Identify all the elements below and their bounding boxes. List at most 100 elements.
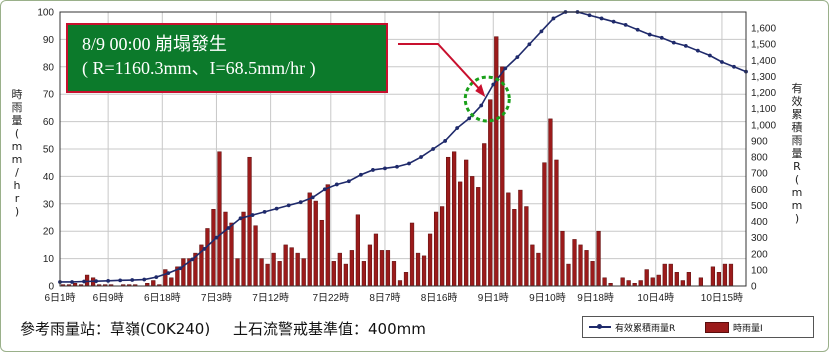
rain-bar bbox=[668, 263, 673, 287]
axis-title-char: m bbox=[792, 186, 803, 199]
cumulative-point bbox=[190, 257, 195, 262]
cumulative-point bbox=[611, 19, 616, 24]
axis-title-char: 累 bbox=[792, 108, 803, 121]
cumulative-point bbox=[491, 82, 496, 87]
y2-tick-label: 0 bbox=[751, 282, 757, 293]
axis-title-char: R bbox=[793, 160, 801, 173]
rain-bar bbox=[728, 263, 734, 287]
y2-axis-title: 有效累積雨量R(mm) bbox=[792, 81, 803, 225]
y-tick-label: 0 bbox=[48, 282, 54, 293]
collapse-arrow bbox=[398, 43, 482, 92]
cumulative-point bbox=[551, 16, 556, 21]
y-tick-label: 10 bbox=[43, 254, 55, 265]
legend-label-cumulative: 有效累積雨量R bbox=[615, 324, 676, 334]
y2-tick-label: 1,500 bbox=[751, 40, 776, 51]
axis-title-char: 時 bbox=[12, 88, 23, 101]
rain-bar bbox=[500, 66, 505, 287]
rain-bar bbox=[421, 255, 427, 287]
rain-bar bbox=[662, 263, 667, 287]
cumulative-point bbox=[106, 278, 111, 283]
rain-bar bbox=[698, 277, 703, 287]
x-tick-label: 9日1時 bbox=[478, 292, 509, 304]
rain-bar bbox=[247, 156, 252, 287]
rain-bar bbox=[452, 151, 457, 287]
rain-bar bbox=[361, 261, 367, 287]
rain-bar bbox=[271, 252, 276, 287]
rain-bar bbox=[524, 206, 529, 287]
y2-tick-label: 1,100 bbox=[751, 104, 776, 115]
y2-tick-label: 1,200 bbox=[751, 88, 776, 99]
x-tick-label: 10日15時 bbox=[701, 292, 743, 304]
rain-bar bbox=[229, 222, 234, 287]
cumulative-point bbox=[623, 22, 628, 27]
rain-bar bbox=[217, 151, 222, 287]
rain-bar bbox=[169, 277, 174, 287]
axis-title-char: 雨 bbox=[12, 101, 23, 114]
x-tick-label: 6日1時 bbox=[44, 292, 75, 304]
rain-bar bbox=[403, 272, 409, 287]
x-axis-ticks: 6日1時 6日9時 6日18時 7日3時 7日12時 7日22時 8日7時 8日16時 9日1時… bbox=[44, 292, 743, 304]
rain-bar bbox=[283, 244, 288, 287]
plot-border bbox=[59, 11, 747, 287]
y-axis-title: 時雨量(mm/hr) bbox=[12, 88, 23, 218]
cumulative-point bbox=[515, 55, 520, 60]
y2-tick-label: 300 bbox=[751, 233, 768, 244]
rain-bar bbox=[680, 280, 685, 287]
collapse-arrowhead bbox=[475, 84, 486, 98]
cumulative-point bbox=[322, 187, 327, 192]
rain-bar bbox=[181, 258, 186, 287]
threshold-note: 土石流警戒基準值：400mm bbox=[232, 320, 426, 338]
x-tick-label: 9日18時 bbox=[577, 292, 614, 304]
rain-bar bbox=[331, 261, 336, 287]
y2-tick-label: 700 bbox=[751, 169, 768, 180]
footer-notes: 參考雨量站：草嶺(C0K240) 土石流警戒基準值：400mm bbox=[20, 318, 444, 339]
y2-tick-label: 600 bbox=[751, 185, 768, 196]
rain-bar bbox=[433, 211, 439, 287]
x-tick-label: 6日9時 bbox=[93, 292, 124, 304]
cumulative-point bbox=[443, 139, 448, 143]
rain-bar bbox=[536, 252, 541, 287]
y-tick-label: 100 bbox=[37, 8, 54, 19]
rain-bar bbox=[373, 233, 379, 287]
rain-bar bbox=[277, 261, 282, 287]
axis-title-char: 效 bbox=[792, 94, 803, 108]
y2-tick-label: 1,600 bbox=[751, 24, 776, 35]
cumulative-point bbox=[214, 235, 219, 240]
rain-bar bbox=[638, 280, 643, 287]
rain-bar bbox=[506, 192, 511, 287]
cumulative-point bbox=[455, 126, 460, 130]
rain-bar bbox=[385, 250, 391, 287]
axis-title-char: 有 bbox=[792, 81, 803, 95]
y-tick-label: 30 bbox=[43, 199, 55, 210]
rain-bar bbox=[716, 272, 722, 287]
rain-bar bbox=[542, 162, 547, 287]
rain-bar bbox=[596, 230, 601, 287]
cumulative-point bbox=[695, 48, 700, 53]
rain-bar bbox=[518, 189, 523, 287]
cumulative-point bbox=[383, 166, 387, 171]
rain-bar bbox=[572, 239, 577, 287]
y-tick-label: 50 bbox=[43, 145, 55, 156]
cumulative-point bbox=[346, 179, 351, 184]
cumulative-point bbox=[166, 271, 171, 276]
axes bbox=[59, 11, 747, 287]
rain-bar bbox=[602, 277, 607, 287]
rain-bar bbox=[265, 263, 270, 287]
axis-title-char: ) bbox=[15, 205, 19, 218]
cumulative-point bbox=[274, 206, 279, 211]
cumulative-point bbox=[262, 209, 267, 214]
rain-bar bbox=[337, 252, 342, 287]
cumulative-point bbox=[334, 182, 339, 187]
x-tick-label: 9日10時 bbox=[529, 292, 566, 304]
cumulative-point bbox=[226, 226, 231, 230]
cumulative-point bbox=[720, 60, 724, 64]
y-tick-label: 80 bbox=[43, 62, 55, 73]
rain-bar bbox=[391, 261, 397, 287]
rain-bar bbox=[313, 200, 318, 287]
axis-title-char: h bbox=[14, 179, 21, 192]
rain-bar bbox=[584, 250, 589, 287]
cumulative-point bbox=[683, 43, 688, 48]
rain-bar bbox=[566, 263, 571, 287]
y2-tick-label: 500 bbox=[751, 201, 768, 212]
rain-bar bbox=[367, 244, 373, 287]
